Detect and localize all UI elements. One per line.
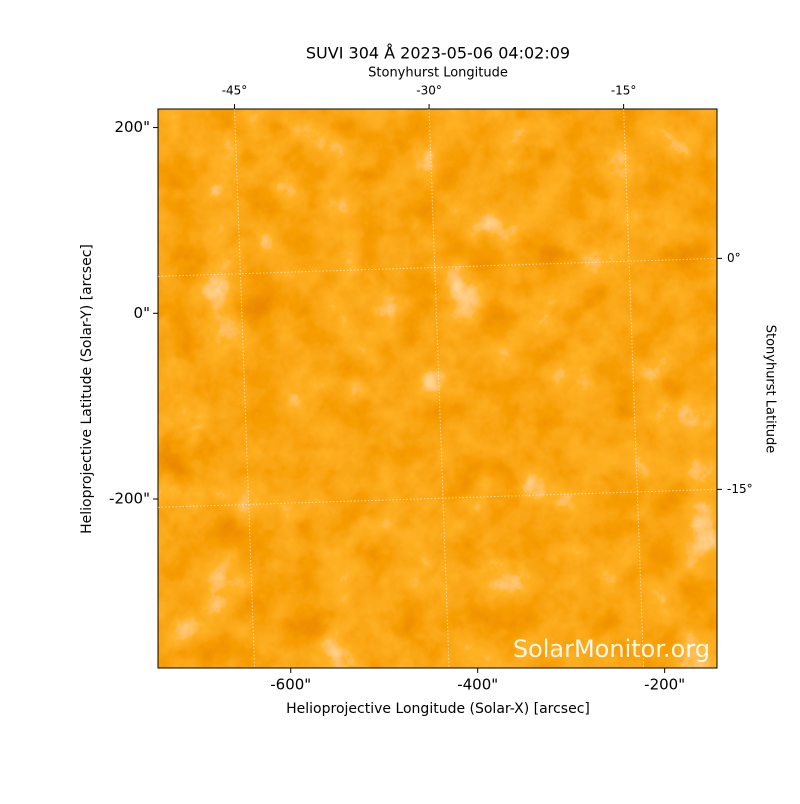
x-axis-label: Helioprojective Longitude (Solar-X) [arc… bbox=[286, 701, 590, 717]
y-tick-label: 0" bbox=[134, 304, 150, 322]
y-tick-label: -200" bbox=[109, 490, 150, 508]
x-tick-label: -200" bbox=[644, 676, 685, 694]
x2-grid-line bbox=[623, 109, 645, 668]
x2-tick-label: -30° bbox=[416, 84, 442, 98]
y2-tick-label: -15° bbox=[727, 482, 753, 496]
y2-axis-label: Stonyhurst Latitude bbox=[763, 325, 778, 454]
x2-tick-label: -15° bbox=[611, 84, 637, 98]
chart-title: SUVI 304 Å 2023-05-06 04:02:09 bbox=[306, 44, 570, 63]
plot-frame bbox=[157, 108, 718, 669]
y-tick-label: 200" bbox=[114, 118, 150, 136]
x2-grid-line bbox=[428, 109, 450, 668]
y-axis-label: Helioprojective Latitude (Solar-Y) [arcs… bbox=[79, 244, 95, 534]
y2-tick-label: 0° bbox=[727, 251, 741, 265]
x2-grid-line bbox=[234, 109, 256, 668]
x-tick-label: -400" bbox=[457, 676, 498, 694]
y2-grid-line bbox=[158, 257, 717, 277]
x2-tick-label: -45° bbox=[222, 84, 248, 98]
y2-grid-line bbox=[158, 488, 717, 508]
x2-axis-label: Stonyhurst Longitude bbox=[368, 66, 508, 81]
x-tick-label: -600" bbox=[270, 676, 311, 694]
watermark: SolarMonitor.org bbox=[513, 635, 710, 663]
solar-image bbox=[158, 109, 717, 668]
